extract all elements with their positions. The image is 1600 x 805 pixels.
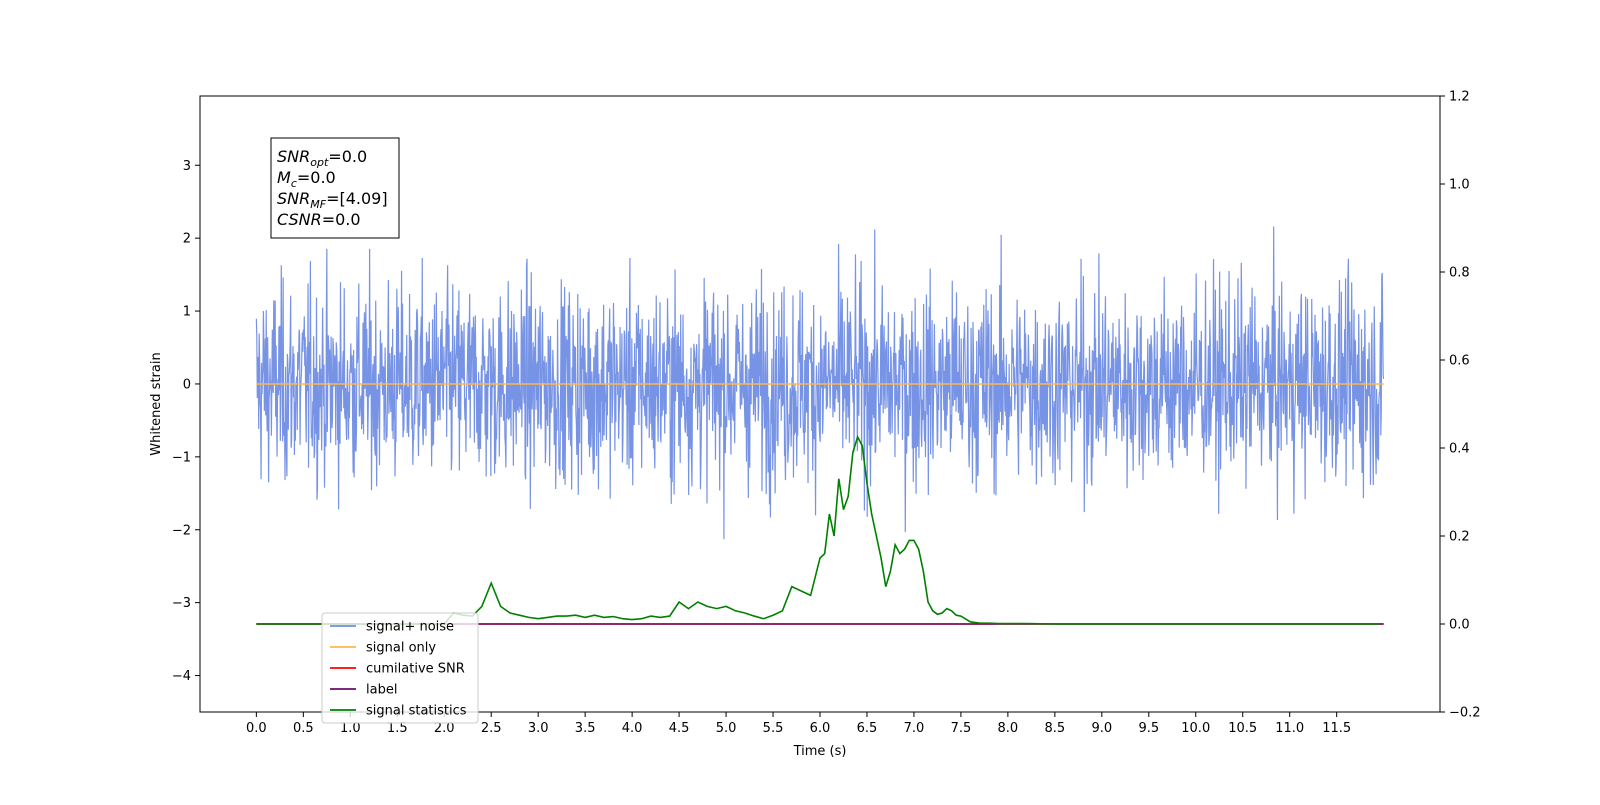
y2-tick-label: 0.8: [1449, 266, 1470, 281]
x-tick-label: 2.0: [434, 721, 455, 736]
y2-tick-label: 1.2: [1449, 90, 1470, 105]
y-axis-label: Whitened strain: [149, 352, 164, 455]
x-tick-label: 10.0: [1181, 721, 1210, 736]
x-tick-label: 0.5: [293, 721, 314, 736]
x-tick-label: 11.5: [1322, 721, 1351, 736]
x-tick-label: 5.0: [716, 721, 737, 736]
legend-label: signal+ noise: [366, 620, 454, 635]
x-tick-label: 3.5: [575, 721, 596, 736]
annotation-line: SNRMF=[4.09]: [277, 189, 388, 211]
x-tick-label: 0.0: [246, 721, 267, 736]
x-tick-label: 6.5: [857, 721, 878, 736]
annotation-line: Mc=0.0: [277, 168, 336, 190]
series-line-signal-statistics: [256, 434, 1379, 625]
x-tick-label: 3.0: [528, 721, 549, 736]
x-tick-label: 8.0: [998, 721, 1019, 736]
legend-frame: [321, 612, 479, 724]
x-axis: 0.0 0.5 1.0 1.5 2.0 2.5 3.0 3.5 4.0 4.5 5.0 5.5 6.0 6…: [246, 712, 1351, 736]
x-tick-label: 9.0: [1091, 721, 1112, 736]
y-tick-label: −4: [172, 669, 191, 684]
y2-tick-label: 0.2: [1449, 530, 1470, 545]
legend-label: cumilative SNR: [366, 662, 465, 677]
x-axis-label: Time (s): [793, 744, 847, 759]
signal-noise-series: [255, 226, 1385, 540]
x-tick-label: 2.5: [481, 721, 502, 736]
annotation-line: SNRopt=0.0: [277, 147, 367, 169]
y-tick-label: 2: [183, 232, 191, 247]
y-tick-label: 0: [183, 377, 191, 392]
x-tick-label: 1.5: [387, 721, 408, 736]
y2-tick-label: −0.2: [1449, 706, 1481, 721]
x-tick-label: 7.5: [951, 721, 972, 736]
y-tick-label: −2: [172, 523, 191, 538]
x-tick-label: 7.0: [904, 721, 925, 736]
legend-label: signal only: [366, 641, 436, 656]
x-tick-label: 10.5: [1228, 721, 1257, 736]
y-tick-label: 3: [183, 159, 191, 174]
x-tick-label: 6.0: [810, 721, 831, 736]
series-line-signal-noise: [255, 226, 1385, 540]
y-tick-label: −3: [172, 596, 191, 611]
x-tick-label: 9.5: [1138, 721, 1159, 736]
legend-label: signal statistics: [366, 704, 467, 719]
y2-tick-label: 1.0: [1449, 178, 1470, 193]
legend-label: label: [366, 683, 397, 698]
annotation-line: CSNR=0.0: [277, 210, 361, 229]
y2-tick-label: 0.4: [1449, 442, 1470, 457]
y-tick-label: −1: [172, 450, 191, 465]
legend: signal+ noise signal only cumilative SNR la…: [321, 612, 479, 724]
x-tick-label: 8.5: [1045, 721, 1066, 736]
y2-tick-label: 0.6: [1449, 354, 1470, 369]
x-tick-label: 5.5: [763, 721, 784, 736]
y2-tick-label: 0.0: [1449, 618, 1470, 633]
x-tick-label: 11.0: [1275, 721, 1304, 736]
x-tick-label: 4.5: [669, 721, 690, 736]
x-tick-label: 4.0: [622, 721, 643, 736]
x-tick-label: 1.0: [340, 721, 361, 736]
y-tick-label: 1: [183, 305, 191, 320]
annotation-frame: [270, 137, 400, 239]
y-axis-right: −0.2 0.0 0.2 0.4 0.6 0.8 1.0 1.2: [1440, 90, 1481, 721]
y-axis-left: −4 −3 −2 −1 0 1 2 3: [172, 159, 200, 684]
